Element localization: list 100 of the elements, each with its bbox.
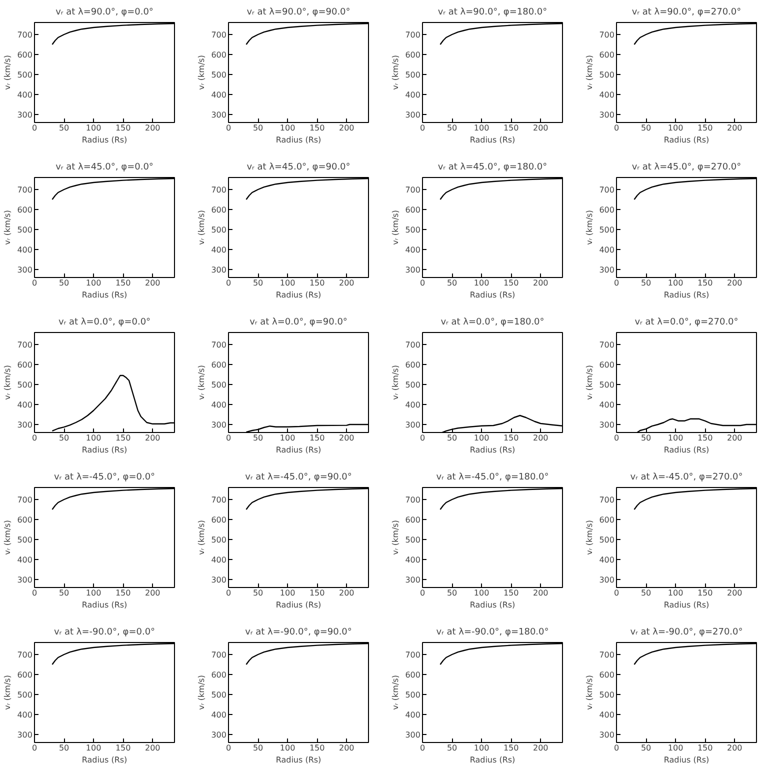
y-tick-label: 600: [599, 360, 615, 370]
y-tick-label: 500: [599, 690, 615, 700]
x-tick-label: 100: [668, 744, 684, 752]
y-tick-label: 400: [17, 246, 33, 254]
y-axis-title: vᵣ (km/s): [391, 675, 400, 710]
x-tick-label: 50: [640, 744, 652, 752]
chart-title: vᵣ at λ=-45.0°, φ=0.0°: [54, 472, 156, 482]
y-tick-label: 600: [211, 516, 227, 524]
y-tick-label: 700: [17, 30, 33, 40]
x-tick-label: 0: [226, 744, 232, 752]
y-axis-title: vᵣ (km/s): [3, 365, 12, 400]
x-tick-label: 0: [614, 588, 620, 598]
x-tick-label: 50: [446, 124, 458, 132]
y-tick-label: 300: [17, 576, 33, 584]
x-tick-label: 100: [280, 434, 296, 442]
y-tick-label: 500: [211, 536, 227, 544]
chart-title: vᵣ at λ=-90.0°, φ=180.0°: [436, 628, 549, 638]
x-tick-label: 150: [115, 124, 131, 132]
x-tick-label: 100: [668, 278, 684, 288]
y-tick-label: 400: [405, 400, 421, 410]
y-tick-label: 700: [405, 340, 421, 350]
y-tick-label: 300: [599, 576, 615, 584]
x-tick-label: 100: [280, 278, 296, 288]
y-tick-label: 400: [405, 556, 421, 564]
y-tick-label: 500: [405, 70, 421, 80]
x-tick-label: 150: [697, 278, 713, 288]
x-tick-label: 0: [614, 434, 620, 442]
y-axis-title: vᵣ (km/s): [391, 365, 400, 400]
y-tick-label: 600: [405, 516, 421, 524]
y-tick-label: 400: [405, 90, 421, 100]
y-tick-label: 600: [17, 360, 33, 370]
y-tick-label: 700: [211, 186, 227, 194]
y-tick-label: 400: [211, 90, 227, 100]
y-tick-label: 300: [405, 576, 421, 584]
x-tick-label: 150: [115, 588, 131, 598]
y-axis-title: vᵣ (km/s): [391, 55, 400, 90]
y-tick-label: 700: [17, 340, 33, 350]
x-tick-label: 150: [503, 744, 519, 752]
x-tick-label: 150: [697, 744, 713, 752]
y-tick-label: 500: [405, 226, 421, 234]
x-tick-label: 100: [86, 588, 102, 598]
x-tick-label: 200: [727, 744, 742, 752]
x-tick-label: 200: [533, 278, 548, 288]
y-tick-label: 700: [405, 186, 421, 194]
x-tick-label: 100: [668, 434, 684, 442]
x-tick-label: 200: [339, 744, 354, 752]
y-tick-label: 700: [599, 496, 615, 504]
y-tick-label: 400: [17, 710, 33, 720]
y-tick-label: 600: [599, 50, 615, 60]
x-tick-label: 200: [533, 588, 548, 598]
y-tick-label: 700: [211, 496, 227, 504]
chart-title: vᵣ at λ=-90.0°, φ=0.0°: [54, 628, 156, 638]
x-tick-label: 100: [280, 588, 296, 598]
x-tick-label: 150: [309, 744, 325, 752]
y-tick-label: 600: [405, 670, 421, 680]
y-tick-label: 600: [405, 206, 421, 214]
y-tick-label: 600: [211, 206, 227, 214]
y-axis-title: vᵣ (km/s): [197, 675, 206, 710]
y-tick-label: 600: [599, 670, 615, 680]
x-tick-label: 50: [446, 278, 458, 288]
x-axis-title: Radius (Rs): [82, 290, 128, 300]
x-axis-title: Radius (Rs): [470, 446, 516, 454]
x-tick-label: 150: [697, 588, 713, 598]
y-tick-label: 500: [599, 226, 615, 234]
x-axis-title: Radius (Rs): [664, 756, 710, 764]
y-axis-title: vᵣ (km/s): [197, 210, 206, 245]
y-axis-title: vᵣ (km/s): [585, 520, 594, 555]
x-axis-title: Radius (Rs): [470, 600, 516, 610]
x-tick-label: 100: [668, 124, 684, 132]
x-tick-label: 50: [640, 434, 652, 442]
x-tick-label: 0: [614, 278, 620, 288]
y-tick-label: 500: [599, 70, 615, 80]
x-tick-label: 50: [252, 124, 264, 132]
y-tick-label: 300: [211, 266, 227, 274]
y-tick-label: 600: [17, 206, 33, 214]
x-tick-label: 150: [309, 124, 325, 132]
y-axis-title: vᵣ (km/s): [391, 520, 400, 555]
chart-title: vᵣ at λ=45.0°, φ=90.0°: [246, 162, 350, 172]
y-tick-label: 500: [599, 380, 615, 390]
y-tick-label: 600: [17, 516, 33, 524]
y-tick-label: 300: [405, 730, 421, 740]
chart-title: vᵣ at λ=0.0°, φ=270.0°: [634, 318, 738, 328]
y-tick-label: 300: [405, 110, 421, 120]
x-tick-label: 0: [420, 588, 426, 598]
x-tick-label: 200: [339, 588, 354, 598]
y-axis-title: vᵣ (km/s): [197, 55, 206, 90]
x-tick-label: 50: [252, 278, 264, 288]
x-tick-label: 0: [614, 744, 620, 752]
y-tick-label: 400: [405, 246, 421, 254]
x-tick-label: 50: [640, 588, 652, 598]
y-axis-title: vᵣ (km/s): [3, 675, 12, 710]
x-axis-title: Radius (Rs): [470, 756, 516, 764]
x-tick-label: 0: [32, 434, 38, 442]
y-tick-label: 700: [599, 650, 615, 660]
x-axis-title: Radius (Rs): [276, 756, 322, 764]
y-tick-label: 700: [405, 30, 421, 40]
x-tick-label: 50: [58, 434, 70, 442]
y-axis-title: vᵣ (km/s): [585, 55, 594, 90]
x-axis-title: Radius (Rs): [276, 136, 322, 144]
x-tick-label: 50: [58, 588, 70, 598]
